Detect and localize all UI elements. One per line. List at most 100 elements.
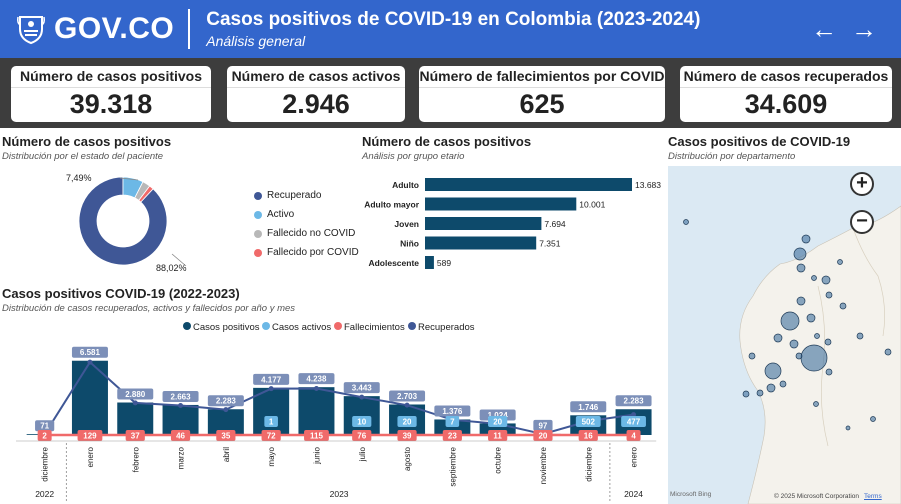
month-label: marzo bbox=[177, 446, 186, 469]
recuperados-point[interactable] bbox=[631, 412, 637, 418]
bubble[interactable] bbox=[766, 383, 776, 393]
bubble[interactable] bbox=[796, 263, 806, 273]
forward-arrow-icon[interactable]: → bbox=[851, 14, 877, 44]
header-titles: Casos positivos de COVID-19 en Colombia … bbox=[206, 9, 700, 49]
map-copyright: © 2025 Microsoft Corporation bbox=[774, 493, 859, 500]
bubble[interactable] bbox=[870, 416, 876, 422]
recuperados-point[interactable] bbox=[404, 402, 410, 408]
page-title: Casos positivos de COVID-19 en Colombia … bbox=[206, 9, 701, 30]
donut-slice-1[interactable] bbox=[78, 176, 168, 266]
zoom-in-button[interactable]: + bbox=[850, 172, 874, 196]
gov-logo[interactable]: GOV.CO bbox=[16, 7, 174, 51]
legend-item[interactable]: Casos positivos bbox=[183, 322, 260, 333]
bubble[interactable] bbox=[779, 380, 787, 388]
positivos-label: 2.283 bbox=[624, 397, 645, 406]
legend-item[interactable]: Fallecido no COVID bbox=[254, 224, 359, 243]
positivos-label-bg bbox=[162, 390, 199, 402]
fallecimientos-label-bg bbox=[77, 430, 103, 441]
kpi-card-recuperados: Número de casos recuperados 34.609 bbox=[680, 66, 892, 122]
positivos-bar[interactable] bbox=[343, 396, 380, 435]
bubble[interactable] bbox=[756, 389, 764, 397]
fallecimientos-label-bg bbox=[397, 430, 417, 441]
recuperados-point[interactable] bbox=[268, 386, 274, 392]
bubble[interactable] bbox=[825, 291, 833, 299]
monthly-legend: Casos positivos Casos activos Fallecimient… bbox=[183, 322, 475, 333]
bubble[interactable] bbox=[884, 348, 892, 356]
bubble[interactable] bbox=[839, 302, 847, 310]
bubble-antioquia[interactable] bbox=[780, 311, 800, 331]
bubble[interactable] bbox=[742, 390, 750, 398]
legend-item[interactable]: Activo bbox=[254, 205, 359, 224]
monthly-combo-chart[interactable]: Casos positivos Casos activos Fallecimient… bbox=[0, 316, 664, 504]
bubble[interactable] bbox=[825, 368, 833, 376]
recuperados-point[interactable] bbox=[359, 394, 365, 400]
positivos-label: 2.703 bbox=[397, 392, 418, 401]
recuperados-point[interactable] bbox=[132, 400, 138, 406]
map-terms-link[interactable]: Terms bbox=[864, 493, 882, 500]
activos-label-bg bbox=[445, 416, 460, 427]
age-bar-chart[interactable]: Adulto 13.683 Adulto mayor 10.001 Joven 7.694… bbox=[340, 170, 665, 276]
positivos-label: 2.663 bbox=[171, 392, 192, 401]
bubble[interactable] bbox=[824, 338, 832, 346]
donut-slice-4[interactable] bbox=[138, 185, 154, 203]
month-label: octubre bbox=[494, 446, 503, 473]
age-bar[interactable] bbox=[425, 178, 632, 191]
positivos-label-bg bbox=[207, 395, 244, 407]
legend-item[interactable]: Recuperados bbox=[408, 322, 475, 333]
bubble[interactable] bbox=[795, 352, 803, 360]
kpi-value: 34.609 bbox=[744, 89, 828, 119]
bubble[interactable] bbox=[789, 339, 799, 349]
bubble-atlantico[interactable] bbox=[793, 247, 807, 261]
recuperados-point[interactable] bbox=[223, 407, 229, 413]
positivos-bar[interactable] bbox=[162, 404, 199, 435]
age-bar[interactable] bbox=[425, 197, 577, 211]
page-subtitle: Análisis general bbox=[206, 33, 306, 49]
bubble[interactable] bbox=[683, 219, 689, 225]
recuperados-point[interactable] bbox=[313, 385, 319, 391]
legend-item[interactable]: Recuperado bbox=[254, 186, 359, 205]
department-map[interactable]: + − Microsoft Bing © 2025 Microsoft Corp… bbox=[668, 166, 901, 504]
fallecimientos-label: 76 bbox=[357, 432, 366, 441]
bubble-bogota[interactable] bbox=[800, 344, 828, 372]
donut-chart[interactable]: 7,49% 88,02% bbox=[60, 166, 200, 276]
legend-item[interactable]: Fallecimientos bbox=[334, 322, 405, 333]
bubble[interactable] bbox=[814, 333, 820, 339]
bubble[interactable] bbox=[811, 275, 817, 281]
positivos-bar[interactable] bbox=[253, 387, 290, 435]
bubble[interactable] bbox=[806, 313, 816, 323]
bubble[interactable] bbox=[856, 332, 864, 340]
bubble-valle[interactable] bbox=[764, 362, 782, 380]
fallecimientos-label: 37 bbox=[131, 432, 140, 441]
recuperados-point[interactable] bbox=[87, 359, 93, 365]
bubble[interactable] bbox=[748, 352, 756, 360]
fallecimientos-label: 20 bbox=[538, 432, 547, 441]
bubble[interactable] bbox=[773, 333, 783, 343]
zoom-out-button[interactable]: − bbox=[850, 210, 874, 234]
age-category-label: Niño bbox=[400, 239, 419, 249]
recuperados-point[interactable] bbox=[178, 402, 184, 408]
age-category-label: Joven bbox=[394, 219, 419, 229]
bubble[interactable] bbox=[837, 259, 843, 265]
positivos-bar[interactable] bbox=[71, 360, 108, 435]
bubble[interactable] bbox=[801, 234, 811, 244]
bubble[interactable] bbox=[845, 425, 851, 431]
positivos-label: 1.024 bbox=[488, 411, 509, 420]
legend-item[interactable]: Fallecido por COVID bbox=[254, 243, 359, 262]
age-category-label: Adulto mayor bbox=[364, 200, 419, 210]
leader-line bbox=[171, 253, 187, 267]
positivos-bar[interactable] bbox=[117, 402, 154, 435]
legend-item[interactable]: Casos activos bbox=[262, 322, 331, 333]
positivos-bar[interactable] bbox=[479, 423, 516, 435]
age-bar[interactable] bbox=[425, 236, 537, 250]
bubble[interactable] bbox=[796, 296, 806, 306]
positivos-bar[interactable] bbox=[298, 387, 335, 435]
age-bar[interactable] bbox=[425, 256, 434, 269]
age-value-label: 7.351 bbox=[539, 239, 561, 249]
back-arrow-icon[interactable]: ← bbox=[811, 14, 837, 44]
bubble[interactable] bbox=[821, 275, 831, 285]
bubble[interactable] bbox=[813, 401, 819, 407]
legend-label: Fallecido por COVID bbox=[267, 247, 359, 258]
age-bar[interactable] bbox=[425, 217, 542, 230]
positivos-label: 3.443 bbox=[352, 384, 373, 393]
